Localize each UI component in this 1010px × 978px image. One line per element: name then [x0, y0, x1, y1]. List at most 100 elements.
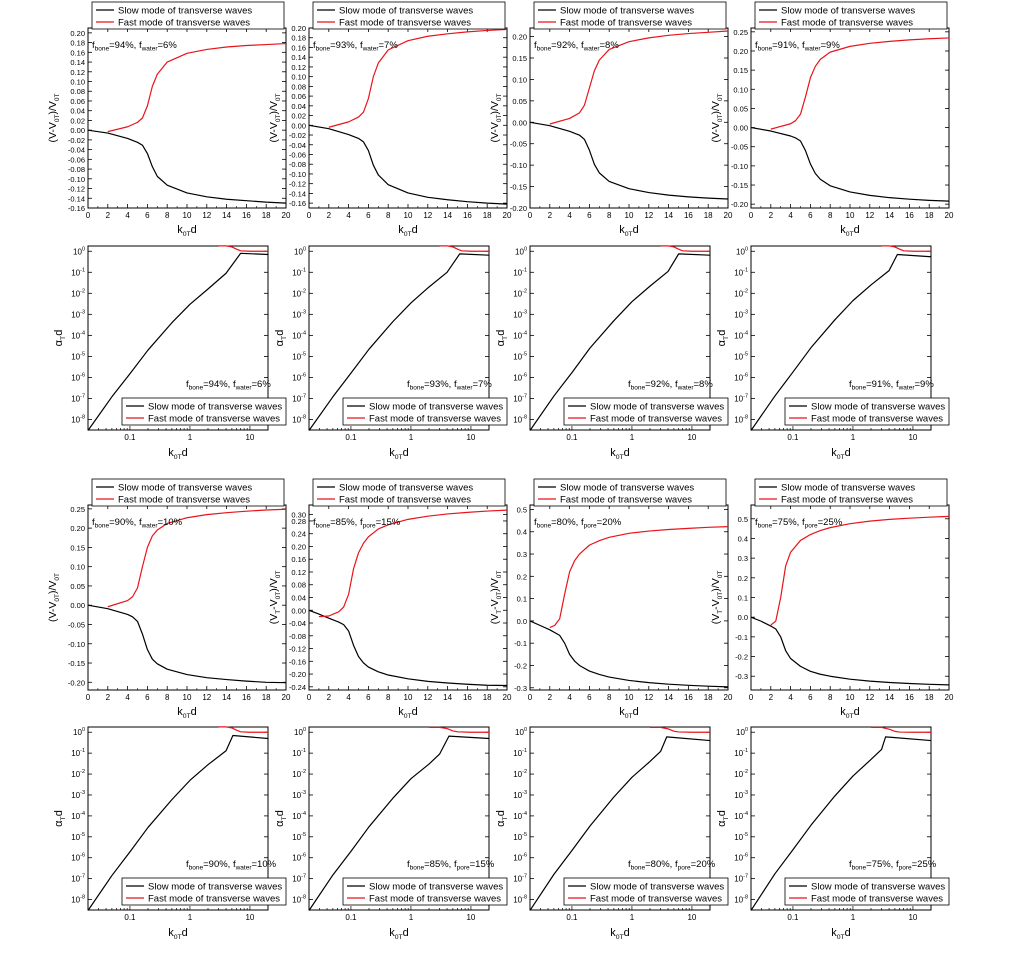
y-tick-label: 0.06 [291, 92, 306, 101]
legend-label-fast: Fast mode of transverse waves [811, 894, 943, 905]
x-tick-label: 10 [245, 433, 254, 442]
composition-annotation: fbone=75%, fpore=25% [849, 859, 937, 872]
x-tick-label: 0.1 [566, 433, 578, 442]
legend-box [91, 1, 285, 30]
legend-box [312, 478, 506, 507]
plot-frame [308, 504, 508, 691]
y-axis-label: (V-V0T)/V0T [47, 93, 61, 142]
x-tick-label: 8 [607, 211, 612, 220]
x-tick-label: 2 [548, 211, 553, 220]
y-tick-label: -0.10 [510, 161, 527, 170]
x-tick-label: 12 [865, 211, 874, 220]
x-tick-label: 6 [366, 211, 371, 220]
y-tick-label: 0.00 [733, 124, 748, 133]
velocity-panel-a2: 0 2 4 6 8 10 12 14 16 18 20-0.16-0.14-0.12-0.10-0.… [268, 1, 512, 238]
legend-label-fast: Fast mode of transverse waves [590, 894, 722, 905]
legend-label-slow: Slow mode of transverse waves [148, 882, 282, 893]
y-tick-label: 0.2 [517, 572, 527, 581]
attenuation-panel-d1: 0.1 1 10 10-8 10-7 10-6 10-5 10-4 10-3 10-2 10-1 10… [53, 726, 287, 941]
attenuation-panel-b1: 0.1 1 10 10-8 10-7 10-6 10-5 10-4 10-3 10-2 10-1 10… [53, 245, 287, 461]
fast-mode-curve [650, 726, 710, 733]
x-tick-label: 10 [183, 211, 192, 220]
y-tick-label: 0.15 [70, 543, 85, 552]
y-tick-label: 10-3 [292, 790, 306, 800]
y-tick-label: 0.20 [70, 524, 85, 533]
x-tick-label: 10 [908, 433, 917, 442]
fast-mode-curve [318, 509, 508, 618]
x-tick-label: 1 [630, 433, 635, 442]
y-tick-label: 10-3 [71, 790, 85, 800]
legend-label-fast: Fast mode of transverse waves [560, 495, 692, 506]
composition-annotation: fbone=94%, fwater=6% [186, 379, 271, 392]
slow-mode-curve [750, 616, 950, 686]
y-tick-label: 10-3 [513, 309, 527, 319]
x-tick-label: 10 [687, 913, 696, 922]
y-tick-label: 100 [73, 727, 85, 737]
y-tick-label: 0.08 [70, 87, 85, 96]
slow-mode-curve [87, 129, 287, 204]
y-tick-label: -0.20 [731, 200, 748, 209]
y-axis-label: αTd [53, 810, 67, 827]
legend-box [342, 397, 508, 426]
slow-mode-curve [308, 124, 508, 205]
plot-frame [308, 245, 490, 431]
y-tick-label: 10-1 [734, 748, 748, 758]
x-tick-label: 18 [483, 693, 492, 702]
y-tick-label: -0.10 [289, 170, 306, 179]
legend-label-slow: Slow mode of transverse waves [118, 483, 252, 494]
fast-mode-curve [429, 726, 489, 733]
legend-box [533, 478, 727, 507]
x-tick-label: 10 [466, 913, 475, 922]
y-axis-label: αTd [274, 810, 288, 827]
y-tick-label: 100 [515, 246, 527, 256]
x-tick-label: 0.1 [124, 433, 136, 442]
plot-frame [87, 27, 287, 209]
y-tick-label: 10-7 [71, 874, 85, 884]
legend-label-fast: Fast mode of transverse waves [590, 414, 722, 425]
x-axis-label: k0Td [610, 927, 630, 941]
y-tick-label: 10-1 [513, 267, 527, 277]
y-tick-label: 0.10 [70, 78, 85, 87]
slow-mode-curve [529, 121, 729, 200]
legend-box [312, 1, 506, 30]
x-tick-label: 14 [443, 693, 452, 702]
y-tick-label: 0.15 [512, 54, 527, 63]
composition-annotation: fbone=80%, fpore=20% [628, 859, 716, 872]
y-tick-label: 0.12 [291, 568, 306, 577]
x-tick-label: 1 [851, 913, 856, 922]
y-tick-label: 0.04 [291, 594, 306, 603]
y-tick-label: 10-4 [292, 330, 306, 340]
x-tick-label: 16 [684, 693, 693, 702]
y-tick-label: -0.10 [731, 162, 748, 171]
fast-mode-curve [871, 726, 931, 733]
x-tick-label: 12 [644, 211, 653, 220]
x-axis-label: k0Td [840, 224, 860, 238]
legend-label-fast: Fast mode of transverse waves [118, 18, 250, 29]
y-tick-label: 0.10 [70, 563, 85, 572]
slow-mode-curve [308, 609, 508, 687]
x-tick-label: 6 [145, 211, 150, 220]
legend-label-slow: Slow mode of transverse waves [590, 882, 724, 893]
y-axis-label: (VT-V0T)/V0T [710, 571, 724, 625]
plot-frame [87, 726, 269, 911]
y-tick-label: 0.20 [512, 33, 527, 42]
y-tick-label: -0.04 [68, 146, 85, 155]
x-tick-label: 10 [404, 693, 413, 702]
y-tick-label: 0.10 [733, 85, 748, 94]
legend-label-fast: Fast mode of transverse waves [339, 495, 471, 506]
y-tick-label: -0.10 [68, 640, 85, 649]
legend-label-fast: Fast mode of transverse waves [369, 414, 501, 425]
y-axis-label: (VT-V0T)/V0T [489, 571, 503, 625]
y-tick-label: 0.4 [517, 528, 527, 537]
x-axis-label: k0Td [831, 927, 851, 941]
slow-mode-curve [750, 253, 932, 431]
y-tick-label: -0.20 [68, 678, 85, 687]
y-tick-label: -0.20 [289, 670, 306, 679]
plot-frame [87, 504, 287, 691]
legend-label-fast: Fast mode of transverse waves [781, 495, 913, 506]
y-axis-label: αTd [495, 330, 509, 347]
y-tick-label: 0.16 [70, 48, 85, 57]
y-tick-label: 0.25 [733, 28, 748, 37]
y-tick-label: -0.08 [289, 632, 306, 641]
y-tick-label: -0.14 [289, 189, 306, 198]
